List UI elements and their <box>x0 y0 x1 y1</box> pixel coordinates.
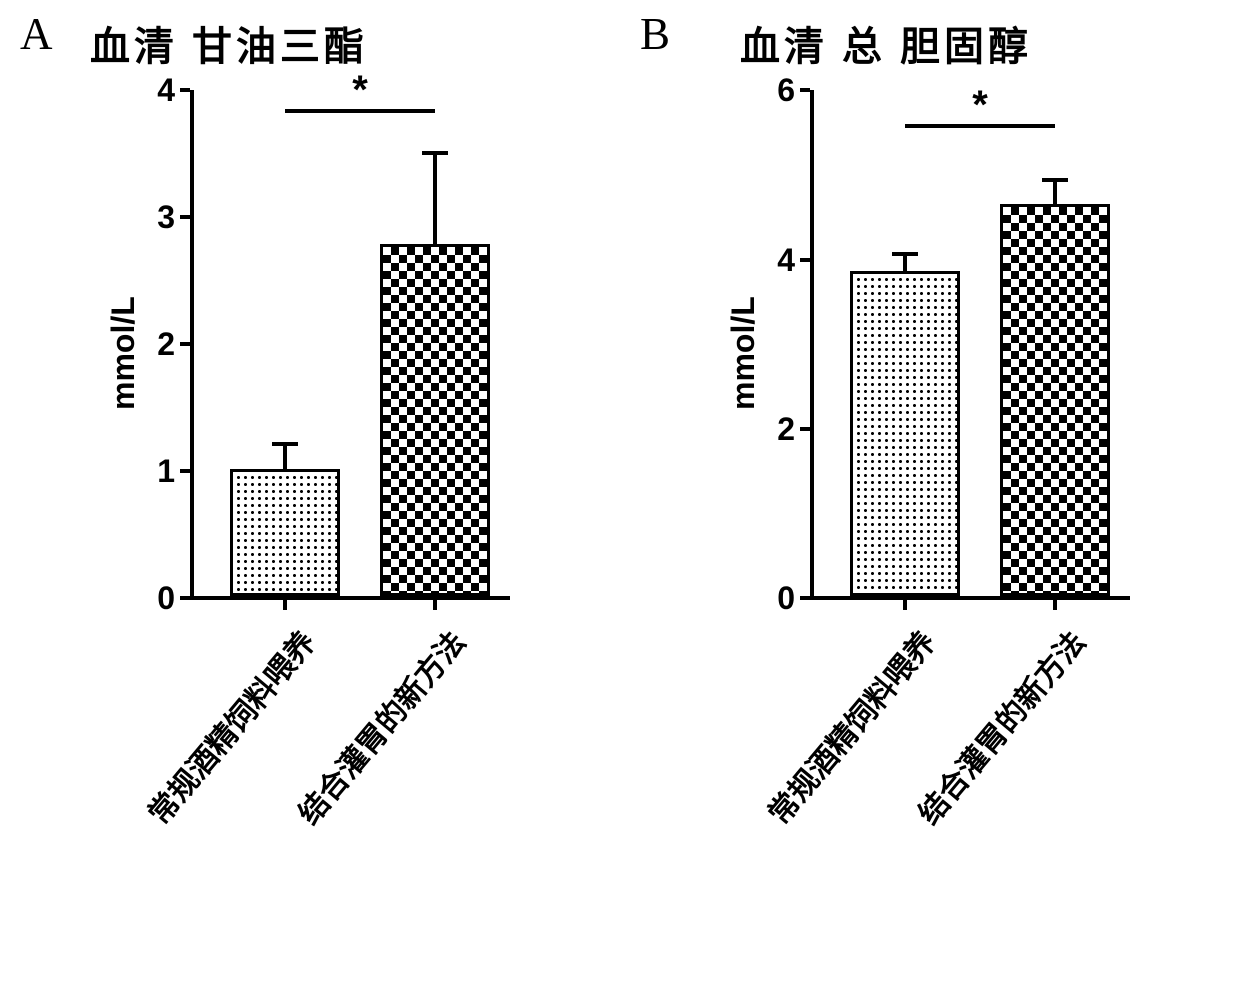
panel-b-xaxis <box>810 596 1130 600</box>
panel-b-bar-2 <box>1000 204 1110 596</box>
panel-a-plot: 0 1 2 3 4 mmol/L <box>190 90 510 600</box>
panel-b-err-stem-2 <box>1053 180 1057 207</box>
panel-b-err-stem-1 <box>903 254 907 274</box>
panel-b-ytick <box>800 88 810 92</box>
panel-a-yticklabel: 0 <box>135 580 175 617</box>
panel-a-ytick <box>180 215 190 219</box>
panel-b-yticklabel: 4 <box>755 242 795 279</box>
panel-b-yticklabel: 0 <box>755 580 795 617</box>
panel-a-sig-star: * <box>345 68 375 113</box>
panel-a-err-stem-1 <box>283 444 287 472</box>
panel-a-yaxis <box>190 90 194 600</box>
panel-b-ylabel: mmol/L <box>725 296 762 410</box>
panel-a-ylabel: mmol/L <box>105 296 142 410</box>
panel-a-err-cap-1 <box>272 442 298 446</box>
panel-a-ytick <box>180 596 190 600</box>
panel-a-yticklabel: 1 <box>135 453 175 490</box>
panel-b-bar-1 <box>850 271 960 596</box>
panel-a-bar-2 <box>380 244 490 596</box>
panel-a-xtick <box>433 600 437 610</box>
panel-a-err-stem-2 <box>433 153 437 247</box>
panel-b-plot: 0 2 4 6 mmol/L * <box>810 90 1130 600</box>
panel-a-ytick <box>180 469 190 473</box>
panel-a-yticklabel: 4 <box>135 72 175 109</box>
panel-b-xtick <box>1053 600 1057 610</box>
panel-b-yticklabel: 6 <box>755 72 795 109</box>
panel-a-err-cap-2 <box>422 151 448 155</box>
panel-a-ytick <box>180 342 190 346</box>
panel-b-title: 血清 总 胆固醇 <box>740 14 1032 72</box>
panel-b-xtick <box>903 600 907 610</box>
figure-root: A 血清 甘油三酯 0 1 2 3 4 mmol/L <box>0 0 1240 1002</box>
panel-a-ytick <box>180 88 190 92</box>
panel-a-yticklabel: 3 <box>135 199 175 236</box>
panel-a-bar-1 <box>230 469 340 596</box>
panel-b-err-cap-2 <box>1042 178 1068 182</box>
panel-a-xaxis <box>190 596 510 600</box>
panel-b-ytick <box>800 427 810 431</box>
panel-b-sig-star: * <box>965 83 995 128</box>
panel-b-err-cap-1 <box>892 252 918 256</box>
panel-a-xtick <box>283 600 287 610</box>
panel-a-letter: A <box>20 8 53 60</box>
panel-b-yticklabel: 2 <box>755 411 795 448</box>
panel-b-ytick <box>800 258 810 262</box>
panel-b-ytick <box>800 596 810 600</box>
panel-a-title: 血清 甘油三酯 <box>90 14 368 72</box>
panel-b-letter: B <box>640 8 670 60</box>
panel-b-yaxis <box>810 90 814 600</box>
